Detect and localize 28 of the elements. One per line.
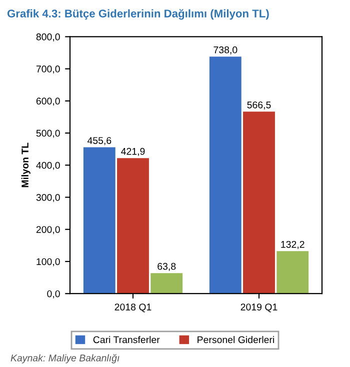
y-tick-label: 700,0 — [36, 66, 60, 74]
text: Kaynak: Maliye Bakanlığı — [10, 354, 120, 364]
y-tick-label: 100,0 — [36, 258, 60, 266]
x-tick-label: 2019 Q1 — [240, 304, 278, 312]
y-tick-label: 500,0 — [36, 130, 60, 138]
y-tick-label: 600,0 — [36, 98, 60, 106]
bar — [150, 273, 183, 294]
data-label: 132,2 — [281, 240, 304, 249]
y-tick-label: 800,0 — [36, 33, 60, 42]
chart-title: Grafik 4.3: Bütçe Giderlerinin Dağılımı (Milyon TL) — [7, 9, 269, 20]
data-label: 566,5 — [247, 101, 271, 110]
x-tick-label: 2018 Q1 — [114, 304, 152, 312]
y-tick-label: 200,0 — [36, 226, 60, 234]
data-label: 455,6 — [87, 137, 112, 146]
y-tick-label: 300,0 — [36, 194, 60, 202]
y-axis-title: Milyon TL — [21, 142, 30, 188]
data-label: 421,9 — [121, 148, 145, 156]
legend-label: Personel Giderleri — [198, 336, 274, 344]
bar — [83, 147, 116, 294]
data-label: 738,0 — [214, 46, 238, 54]
bar — [209, 56, 242, 294]
bar — [243, 112, 275, 294]
y-tick-label: 400,0 — [36, 162, 60, 170]
data-label: 63,8 — [158, 262, 176, 271]
legend-label: Cari Transferler — [93, 336, 160, 344]
y-tick-label: 0,0 — [47, 290, 60, 298]
bar — [276, 251, 309, 294]
bar — [117, 158, 149, 294]
